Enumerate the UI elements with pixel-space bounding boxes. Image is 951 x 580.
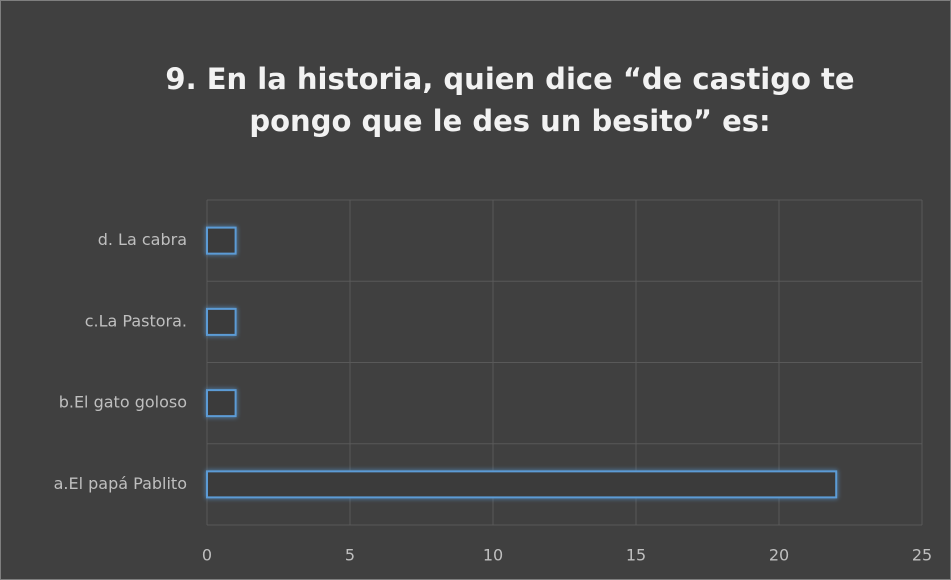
y-tick-label: d. La cabra bbox=[98, 230, 187, 249]
chart-title: 9. En la historia, quien dice “de castig… bbox=[165, 62, 855, 138]
bar bbox=[206, 307, 237, 336]
x-tick-label: 15 bbox=[626, 546, 646, 565]
bar bbox=[206, 226, 237, 255]
y-tick-label: c.La Pastora. bbox=[85, 311, 187, 330]
y-tick-label: b.El gato goloso bbox=[59, 393, 187, 412]
bar bbox=[206, 389, 237, 418]
x-tick-label: 5 bbox=[345, 546, 355, 565]
x-tick-label: 25 bbox=[912, 546, 932, 565]
y-tick-label: a.El papá Pablito bbox=[54, 474, 187, 493]
x-tick-label: 10 bbox=[483, 546, 503, 565]
bar bbox=[206, 470, 838, 499]
x-tick-label: 0 bbox=[202, 546, 212, 565]
x-tick-label: 20 bbox=[769, 546, 789, 565]
